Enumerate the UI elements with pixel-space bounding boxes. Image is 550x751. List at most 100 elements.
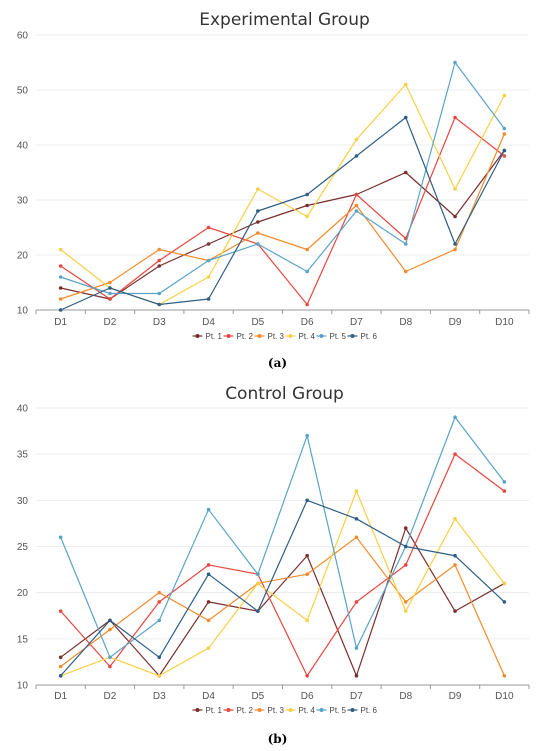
y-tick-label: 40 [17, 141, 29, 152]
legend-item: Pt. 6 [347, 706, 378, 715]
series-4 [58, 82, 507, 307]
chart-1: Experimental Group 10 20 30 40 50 60 D1 D2 D3 D4 D5… [17, 10, 530, 370]
legend-label: Pt. 3 [268, 332, 285, 341]
data-point [256, 581, 260, 586]
data-point [157, 600, 162, 604]
series-line [60, 116, 505, 306]
data-point [157, 673, 162, 678]
series-1 [58, 148, 507, 301]
data-point [157, 291, 162, 296]
data-point [354, 154, 359, 158]
data-point [206, 600, 211, 604]
legend: Pt. 1 Pt. 2 Pt. 3 Pt. 4 Pt. 5 Pt. 6 [192, 332, 378, 341]
data-point [58, 275, 63, 279]
data-point [58, 673, 63, 678]
data-point [502, 673, 507, 678]
legend-label: Pt. 1 [206, 706, 223, 715]
data-point [305, 553, 309, 558]
data-point [502, 93, 507, 98]
y-tick-label: 40 [17, 404, 29, 415]
legend: Pt. 1 Pt. 2 Pt. 3 Pt. 4 Pt. 5 Pt. 6 [192, 706, 378, 715]
data-point [108, 297, 112, 301]
data-point [157, 247, 162, 252]
data-point [354, 600, 359, 604]
y-tick-label: 35 [17, 450, 29, 461]
legend-label: Pt. 2 [237, 332, 254, 341]
series-line [60, 61, 505, 295]
legend-label: Pt. 5 [330, 332, 347, 341]
data-point [453, 115, 457, 120]
data-point [453, 214, 457, 219]
data-point [58, 655, 63, 660]
data-point [502, 126, 507, 131]
data-point [453, 247, 457, 252]
legend-label: Pt. 3 [268, 706, 285, 715]
legend-item: Pt. 1 [192, 706, 223, 715]
data-point [256, 187, 260, 191]
series-line [60, 536, 505, 677]
data-point [453, 517, 457, 521]
data-point [256, 231, 260, 235]
legend-item: Pt. 4 [285, 706, 316, 715]
chart-title: Control Group [225, 384, 344, 404]
x-tick-label: D7 [350, 317, 363, 328]
data-point [403, 526, 408, 530]
data-point [305, 572, 309, 576]
data-point [58, 535, 63, 540]
data-point [206, 242, 211, 246]
data-point [305, 673, 309, 678]
x-tick-label: D10 [495, 317, 514, 328]
x-tick-label: D5 [251, 691, 264, 702]
data-point [157, 655, 162, 660]
data-point [58, 247, 63, 252]
data-point [305, 302, 309, 307]
x-tick-label: D10 [495, 691, 514, 702]
data-point [502, 154, 507, 158]
data-point [354, 137, 359, 142]
data-point [58, 264, 63, 268]
data-point [206, 225, 211, 230]
series-6 [58, 115, 507, 312]
x-tick-label: D9 [449, 317, 462, 328]
series-3 [58, 132, 507, 301]
series-line [60, 150, 505, 300]
data-point [157, 590, 162, 595]
data-point [256, 609, 260, 613]
data-point [403, 82, 408, 87]
x-tick-label: D7 [350, 691, 363, 702]
data-point [58, 308, 63, 312]
data-point [403, 269, 408, 274]
data-point [58, 297, 63, 301]
data-point [108, 627, 112, 632]
x-tick-label: D1 [54, 317, 67, 328]
legend-swatch-marker [257, 708, 262, 712]
data-point [206, 646, 211, 650]
data-point [403, 544, 408, 549]
series-6 [58, 498, 507, 678]
series-line [60, 490, 505, 677]
series-line [60, 527, 505, 677]
legend-label: Pt. 6 [361, 332, 378, 341]
data-point [453, 452, 457, 456]
data-point [256, 572, 260, 576]
data-point [58, 664, 63, 669]
data-point [453, 563, 457, 567]
legend-item: Pt. 1 [192, 332, 223, 341]
data-point [453, 242, 457, 246]
y-tick-label: 30 [17, 196, 29, 207]
data-point [354, 646, 359, 650]
data-point [453, 187, 457, 191]
data-point [305, 498, 309, 503]
data-point [108, 286, 112, 290]
y-tick-label: 50 [17, 86, 29, 97]
series-line [60, 416, 505, 658]
legend-swatch-marker [288, 708, 293, 712]
legend-swatch-marker [319, 334, 324, 338]
legend-swatch-marker [350, 708, 355, 712]
figure-caption: (a) [268, 356, 287, 370]
y-tick-label: 60 [17, 31, 29, 42]
data-point [305, 214, 309, 219]
series-3 [58, 535, 507, 678]
legend-swatch-marker [226, 708, 231, 712]
